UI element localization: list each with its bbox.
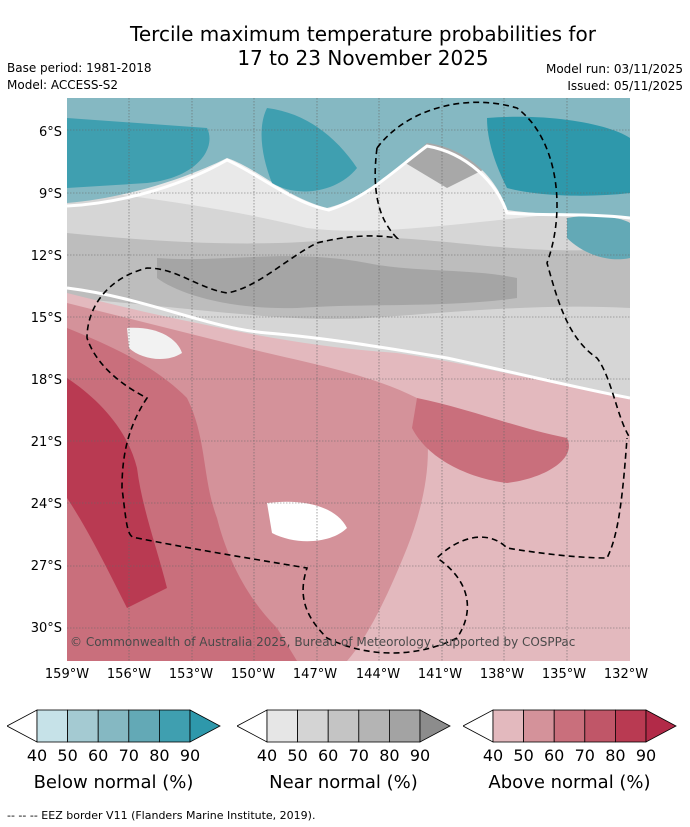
legend-above-tick: 80 <box>605 746 626 765</box>
lon-label-132w: 132°W <box>603 667 649 682</box>
legend-below-swatch-3 <box>97 709 130 743</box>
title-line-1: Tercile maximum temperature probabilitie… <box>130 22 596 46</box>
lat-label-12s: 12°S <box>30 249 62 264</box>
legend-near-swatch-1 <box>266 709 299 743</box>
lon-label-147w: 147°W <box>292 667 338 682</box>
legend-above-swatch-1 <box>492 709 525 743</box>
legend-near-tick: 50 <box>287 746 308 765</box>
base-period: Base period: 1981-2018 <box>7 61 152 75</box>
model-name: Model: ACCESS-S2 <box>7 78 119 92</box>
legend-below-tick: 50 <box>57 746 78 765</box>
legend-below-swatch-0 <box>6 709 38 743</box>
legend-below-swatch-1 <box>36 709 69 743</box>
copyright-notice: © Commonwealth of Australia 2025, Bureau… <box>70 635 576 649</box>
below-normal-high-east <box>487 116 630 196</box>
legend-below-tick: 90 <box>179 746 201 765</box>
lon-label-135w: 135°W <box>541 667 587 682</box>
above-normal-region-highest <box>67 378 167 608</box>
grid-lines <box>67 98 630 661</box>
legend-near-swatch-2 <box>297 709 329 743</box>
below-normal-high-west <box>67 118 210 188</box>
meta-left: Base period: 1981-2018 Model: ACCESS-S2 <box>7 61 152 92</box>
above-normal-patch-east <box>412 398 569 483</box>
lat-label-24s: 24°S <box>30 497 62 512</box>
issued-date: Issued: 05/11/2025 <box>567 79 683 93</box>
below-normal-high-central <box>261 108 357 192</box>
legend-above-swatch-4 <box>584 709 616 743</box>
legend-above-swatch-6 <box>645 709 677 743</box>
legend-below-tick: 80 <box>149 746 170 765</box>
lat-label-27s: 27°S <box>30 559 62 574</box>
legend-near-swatch-3 <box>327 709 360 743</box>
legend-below-swatch-6 <box>189 709 221 743</box>
below-normal-patch-east <box>567 215 630 260</box>
neutral-patch-1 <box>267 501 347 542</box>
legend-above-colorbar <box>462 709 677 743</box>
legend-above-title: Above normal (%) <box>488 772 651 793</box>
legend-above-tick: 50 <box>513 746 534 765</box>
legend-near-tick: 60 <box>318 746 339 765</box>
legend-below-tick: 70 <box>118 746 139 765</box>
legend-above-swatch-5 <box>614 709 647 743</box>
contour-line-north <box>67 144 630 220</box>
legend-below-title: Below normal (%) <box>33 772 194 793</box>
lat-label-6s: 6°S <box>38 125 62 140</box>
meta-right: Model run: 03/11/2025 Issued: 05/11/2025 <box>546 62 683 93</box>
legend-above-tick: 90 <box>635 746 657 765</box>
legend-near-normal <box>236 708 452 748</box>
lon-label-153w: 153°W <box>168 667 214 682</box>
lat-label-30s: 30°S <box>30 621 62 636</box>
legend-near-tick: 90 <box>409 746 431 765</box>
legend-above-swatch-0 <box>462 709 494 743</box>
lat-label-9s: 9°S <box>38 187 62 202</box>
map-canvas <box>67 98 630 661</box>
legend-near-tick: 80 <box>379 746 400 765</box>
legend-below-swatch-2 <box>67 709 99 743</box>
lon-label-144w: 144°W <box>355 667 401 682</box>
eez-border-east <box>376 101 630 439</box>
legend-below-tick: 40 <box>26 746 48 765</box>
legend-near-swatch-0 <box>236 709 268 743</box>
lat-label-15s: 15°S <box>30 311 62 326</box>
lat-label-21s: 21°S <box>30 435 62 450</box>
neutral-patch-2 <box>127 327 182 360</box>
eez-border-central <box>86 147 628 654</box>
lon-label-138w: 138°W <box>479 667 525 682</box>
contour-line-south <box>67 286 630 400</box>
legend-near-colorbar <box>236 709 451 743</box>
lat-label-18s: 18°S <box>30 373 62 388</box>
legend-above-swatch-2 <box>523 709 555 743</box>
title-line-2: 17 to 23 November 2025 <box>237 46 489 70</box>
lon-label-141w: 141°W <box>417 667 463 682</box>
legend-near-swatch-6 <box>419 709 451 743</box>
legend-near-tick: 70 <box>348 746 369 765</box>
legend-near-swatch-4 <box>358 709 390 743</box>
legend-below-swatch-4 <box>128 709 160 743</box>
legend-near-title: Near normal (%) <box>269 772 418 793</box>
near-normal-region-dark <box>157 256 517 309</box>
legend-near-swatch-5 <box>388 709 421 743</box>
legend-above-tick: 60 <box>544 746 565 765</box>
map-title: Tercile maximum temperature probabilitie… <box>0 22 690 70</box>
legend-below-swatch-5 <box>158 709 191 743</box>
legend-below-tick: 60 <box>88 746 109 765</box>
lon-label-150w: 150°W <box>230 667 276 682</box>
eez-footnote: -- -- -- EEZ border V11 (Flanders Marine… <box>7 809 316 822</box>
legend-above-tick: 70 <box>574 746 595 765</box>
probability-map <box>67 98 630 661</box>
legend-above-normal <box>462 708 678 748</box>
legend-near-tick: 40 <box>256 746 278 765</box>
lon-label-159w: 159°W <box>44 667 90 682</box>
lon-label-156w: 156°W <box>106 667 152 682</box>
model-run: Model run: 03/11/2025 <box>545 62 683 76</box>
legend-below-normal <box>6 708 222 748</box>
legend-above-tick: 40 <box>482 746 504 765</box>
legend-above-swatch-3 <box>553 709 586 743</box>
legend-below-colorbar <box>6 709 221 743</box>
